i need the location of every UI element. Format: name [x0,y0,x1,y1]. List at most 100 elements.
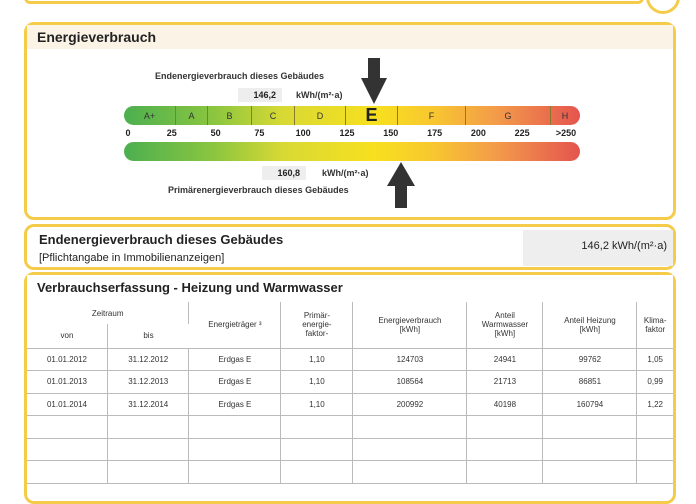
scale-tick-label: 225 [514,128,530,138]
table-cell: 0,99 [636,370,673,394]
end-energy-arrow-icon [361,58,387,109]
col-heizung: Anteil Heizung [kWh] [542,302,638,349]
table-cell: 108564 [352,370,468,394]
table-cell [107,438,190,461]
scale-tick-label: >250 [555,128,577,138]
panel-title: Energieverbrauch [27,25,673,49]
table-cell: 31.12.2012 [107,348,190,371]
scale-tick-label: 200 [470,128,486,138]
table-cell [352,460,468,484]
table-cell [107,415,190,439]
table-cell: 160794 [542,393,638,416]
table-cell [280,438,354,461]
table-cell [280,415,354,439]
table-cell [466,415,544,439]
table-cell [636,415,673,439]
efficiency-class-d: D [295,106,346,125]
table-cell: 1,05 [636,348,673,371]
consumption-record-panel: Verbrauchserfassung - Heizung und Warmwa… [24,272,676,504]
table-cell: 01.01.2013 [27,370,108,394]
table-cell [27,438,108,461]
table-cell [280,460,354,484]
table-cell: 40198 [466,393,544,416]
primary-energy-unit: kWh/(m²·a) [322,168,369,178]
scale-tick-label: 150 [383,128,399,138]
table-cell: Erdgas E [188,393,282,416]
col-klima: Klima- faktor [636,302,673,349]
scale-tick-label: 175 [427,128,443,138]
table-cell [542,438,638,461]
table-cell [352,438,468,461]
table-row [27,438,673,461]
col-verbrauch: Energieverbrauch [kWh] [352,302,468,349]
table-cell [352,415,468,439]
end-energy-unit: kWh/(m²·a) [296,90,343,100]
table-cell: 1,10 [280,348,354,371]
table-row: 01.01.2013 31.12.2013 Erdgas E 1,10 108564 21… [27,370,673,394]
record-title: Verbrauchserfassung - Heizung und Warmwa… [27,275,673,300]
table-cell: Erdgas E [188,370,282,394]
efficiency-class-g: G [466,106,551,125]
scale-tick-label: 25 [166,128,177,138]
table-cell [636,438,673,461]
table-cell [466,438,544,461]
table-cell: 99762 [542,348,638,371]
table-cell: 01.01.2014 [27,393,108,416]
table-cell [636,460,673,484]
table-cell: 86851 [542,370,638,394]
efficiency-class-a-plus: A+ [124,106,176,125]
table-cell [107,460,190,484]
table-row [27,415,673,439]
table-cell: 24941 [466,348,544,371]
scale-tick-label: 50 [210,128,221,138]
table-cell [188,415,282,439]
table-cell: 01.01.2012 [27,348,108,371]
table-row [27,460,673,484]
table-row: 01.01.2012 31.12.2012 Erdgas E 1,10 124703 24… [27,348,673,371]
efficiency-class-e: E [346,106,398,125]
primary-energy-value: 160,8 [262,166,306,180]
col-zeitraum: Zeitraum [27,302,190,324]
table-cell: 31.12.2014 [107,393,190,416]
scale-tick-label: 0 [125,128,131,138]
page-marker-circle [646,0,680,14]
table-cell [542,415,638,439]
end-energy-label: Endenergieverbrauch dieses Gebäudes [155,71,325,81]
efficiency-class-a: A [176,106,208,125]
summary-value: 146,2 kWh/(m²·a) [523,230,673,266]
col-primaer: Primär- energie- faktor- [280,302,354,349]
primary-energy-arrow-icon [387,162,415,213]
col-traeger: Energieträger ³ [188,302,282,349]
table-cell: 200992 [352,393,468,416]
table-cell: 124703 [352,348,468,371]
previous-panel-edge [24,0,644,4]
col-warmwasser: Anteil Warmwasser [kWh] [466,302,544,349]
table-cell [466,460,544,484]
table-cell: 1,10 [280,393,354,416]
col-bis: bis [107,324,189,349]
efficiency-class-f: F [398,106,466,125]
efficiency-class-c: C [252,106,295,125]
primary-energy-gradient-bar [124,142,580,161]
table-cell: 31.12.2013 [107,370,190,394]
table-cell: Erdgas E [188,348,282,371]
scale-tick-label: 125 [339,128,355,138]
primary-energy-label: Primärenergieverbrauch dieses Gebäudes [168,185,349,195]
end-energy-value: 146,2 [238,88,282,102]
table-cell [27,460,108,484]
summary-subtitle: [Pflichtangabe in Immobilienanzeigen] [39,252,225,264]
col-von: von [27,324,108,349]
scale-tick-label: 100 [295,128,311,138]
summary-title: Endenergieverbrauch dieses Gebäudes [39,232,284,247]
table-cell [188,438,282,461]
table-cell [27,415,108,439]
table-cell: 1,10 [280,370,354,394]
scale-tick-label: 75 [254,128,265,138]
table-row: 01.01.2014 31.12.2014 Erdgas E 1,10 200992 40… [27,393,673,416]
table-cell: 21713 [466,370,544,394]
efficiency-class-b: B [208,106,252,125]
table-cell [188,460,282,484]
consumption-table: Zeitraum Energieträger ³ Primär- energie… [27,302,673,484]
table-cell [542,460,638,484]
efficiency-class-scale: A+ A B C D E F G H [124,106,580,125]
